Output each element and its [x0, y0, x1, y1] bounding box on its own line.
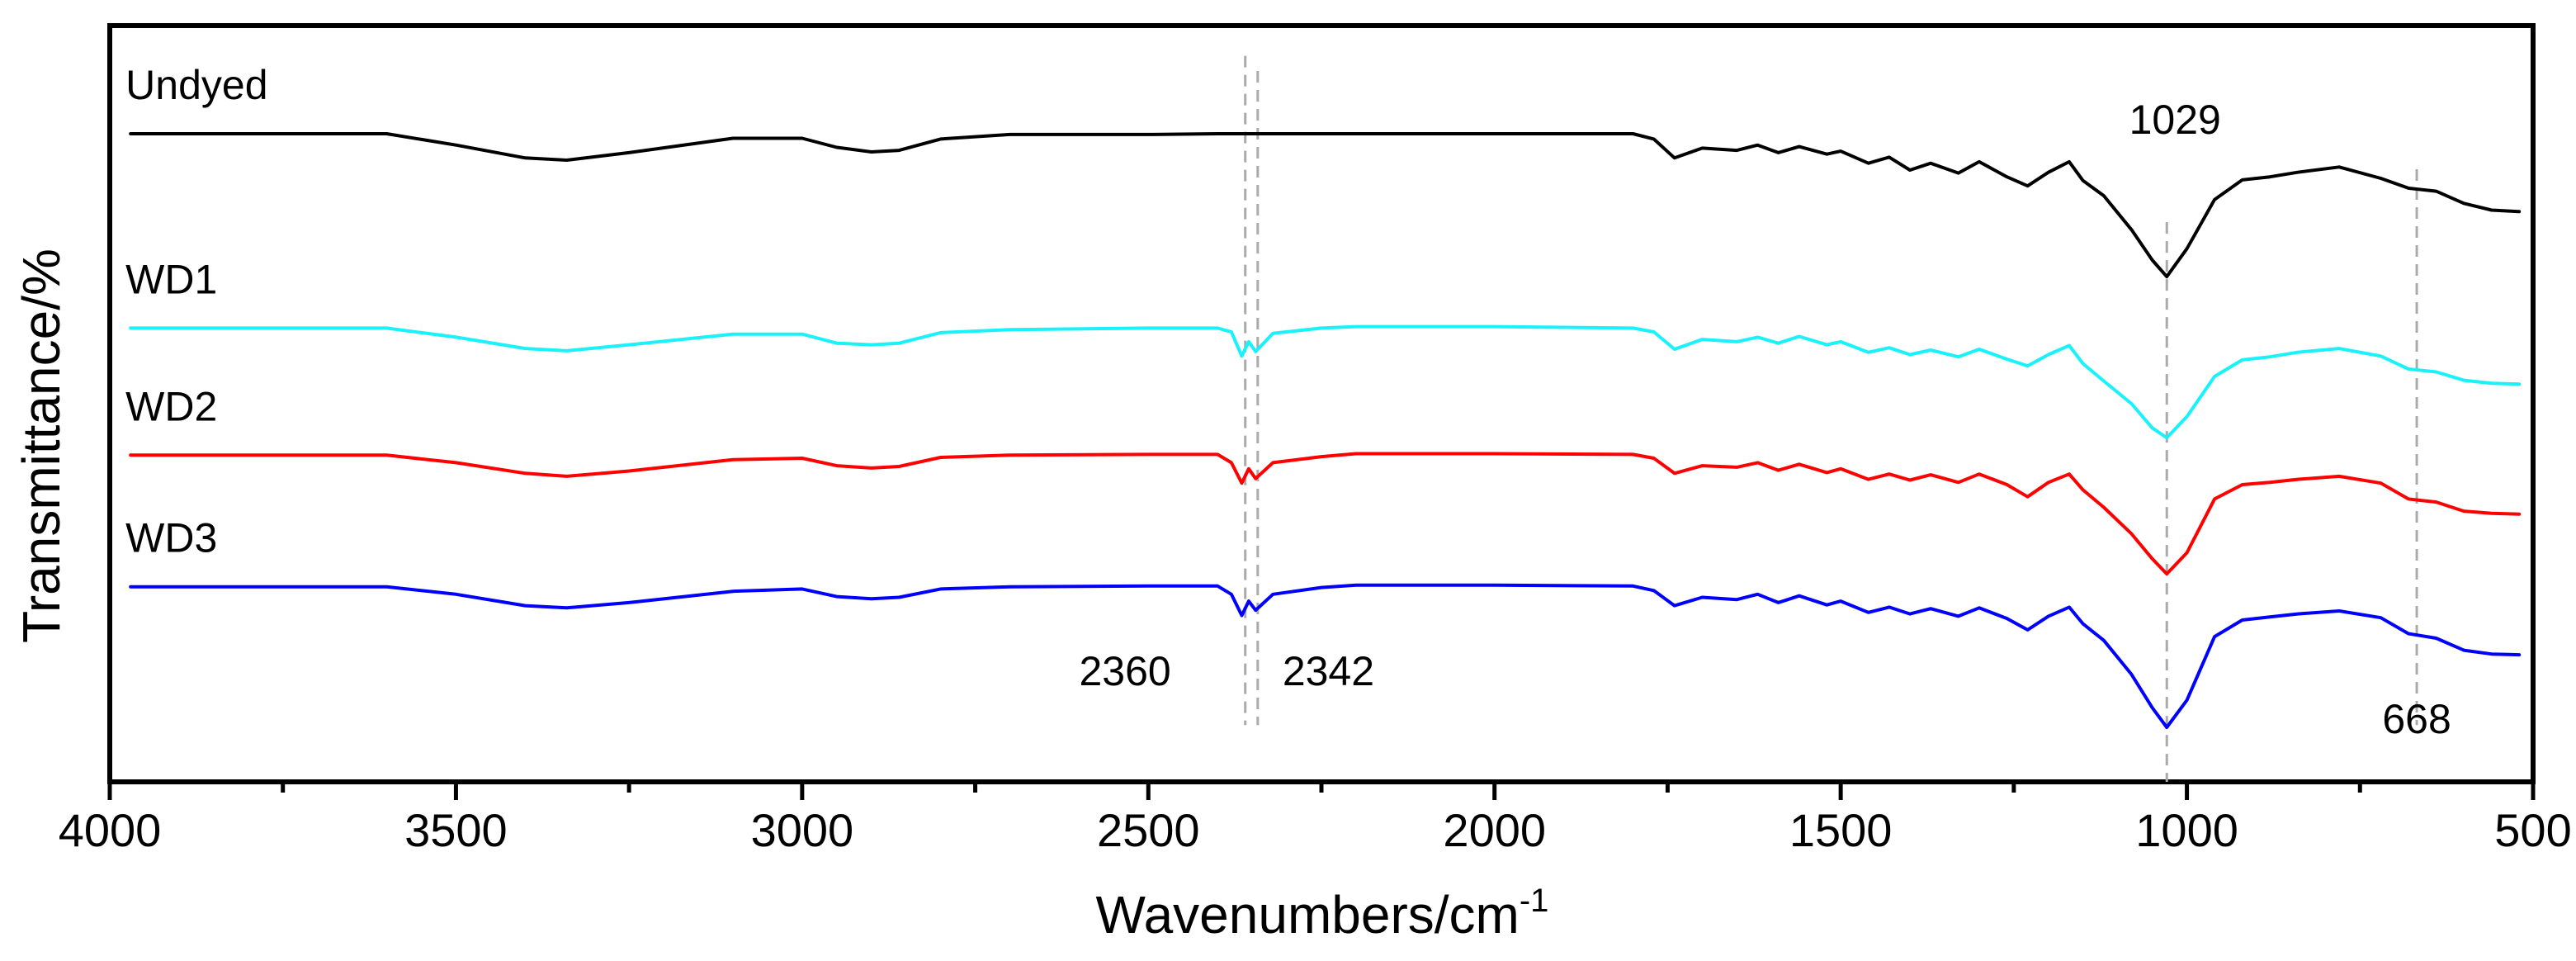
reference-labels: 2360 2342 1029 668	[1079, 97, 2451, 742]
series-line-wd1	[129, 324, 2522, 440]
y-axis-title: Transmittance/%	[12, 249, 71, 643]
series-label-undyed: Undyed	[125, 62, 267, 108]
series-line-wd2	[129, 452, 2522, 576]
series-label-wd1: WD1	[125, 256, 217, 302]
x-tick-label-3500: 3500	[404, 804, 508, 856]
x-tick-label-3000: 3000	[751, 804, 854, 856]
series-line-wd3	[129, 583, 2522, 729]
x-tick-labels: 4000 3500 3000 2500 2000 1500 1000 500	[59, 804, 2572, 856]
series-line-undyed	[129, 132, 2522, 279]
reference-label-668: 668	[2382, 696, 2451, 742]
reference-label-1029: 1029	[2129, 97, 2221, 143]
series-labels: Undyed WD1 WD2 WD3	[125, 62, 267, 561]
reference-label-2342: 2342	[1283, 648, 1374, 694]
y-axis: Transmittance/%	[12, 249, 71, 643]
plot-area: Undyed WD1 WD2 WD3 2360 2342 1029 668	[107, 23, 2536, 784]
x-tick-label-500: 500	[2494, 804, 2571, 856]
series-label-wd3: WD3	[125, 515, 217, 561]
x-tick-label-4000: 4000	[59, 804, 162, 856]
reference-lines	[1244, 55, 2418, 782]
x-axis: 4000 3500 3000 2500 2000 1500 1000 500 Wavenumb…	[59, 782, 2572, 944]
x-ticks	[107, 782, 2536, 800]
x-tick-label-1500: 1500	[1789, 804, 1893, 856]
series-lines	[129, 132, 2522, 729]
x-tick-label-2000: 2000	[1443, 804, 1546, 856]
series-label-wd2: WD2	[125, 383, 217, 429]
x-tick-label-1000: 1000	[2135, 804, 2238, 856]
reference-label-2360: 2360	[1079, 648, 1170, 694]
x-tick-label-2500: 2500	[1097, 804, 1200, 856]
x-axis-title: Wavenumbers/cm-1	[1096, 883, 1549, 944]
